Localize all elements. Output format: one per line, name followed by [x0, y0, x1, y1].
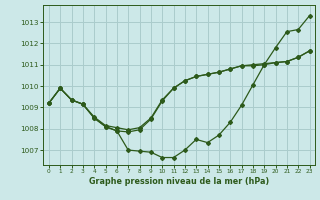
X-axis label: Graphe pression niveau de la mer (hPa): Graphe pression niveau de la mer (hPa) — [89, 177, 269, 186]
